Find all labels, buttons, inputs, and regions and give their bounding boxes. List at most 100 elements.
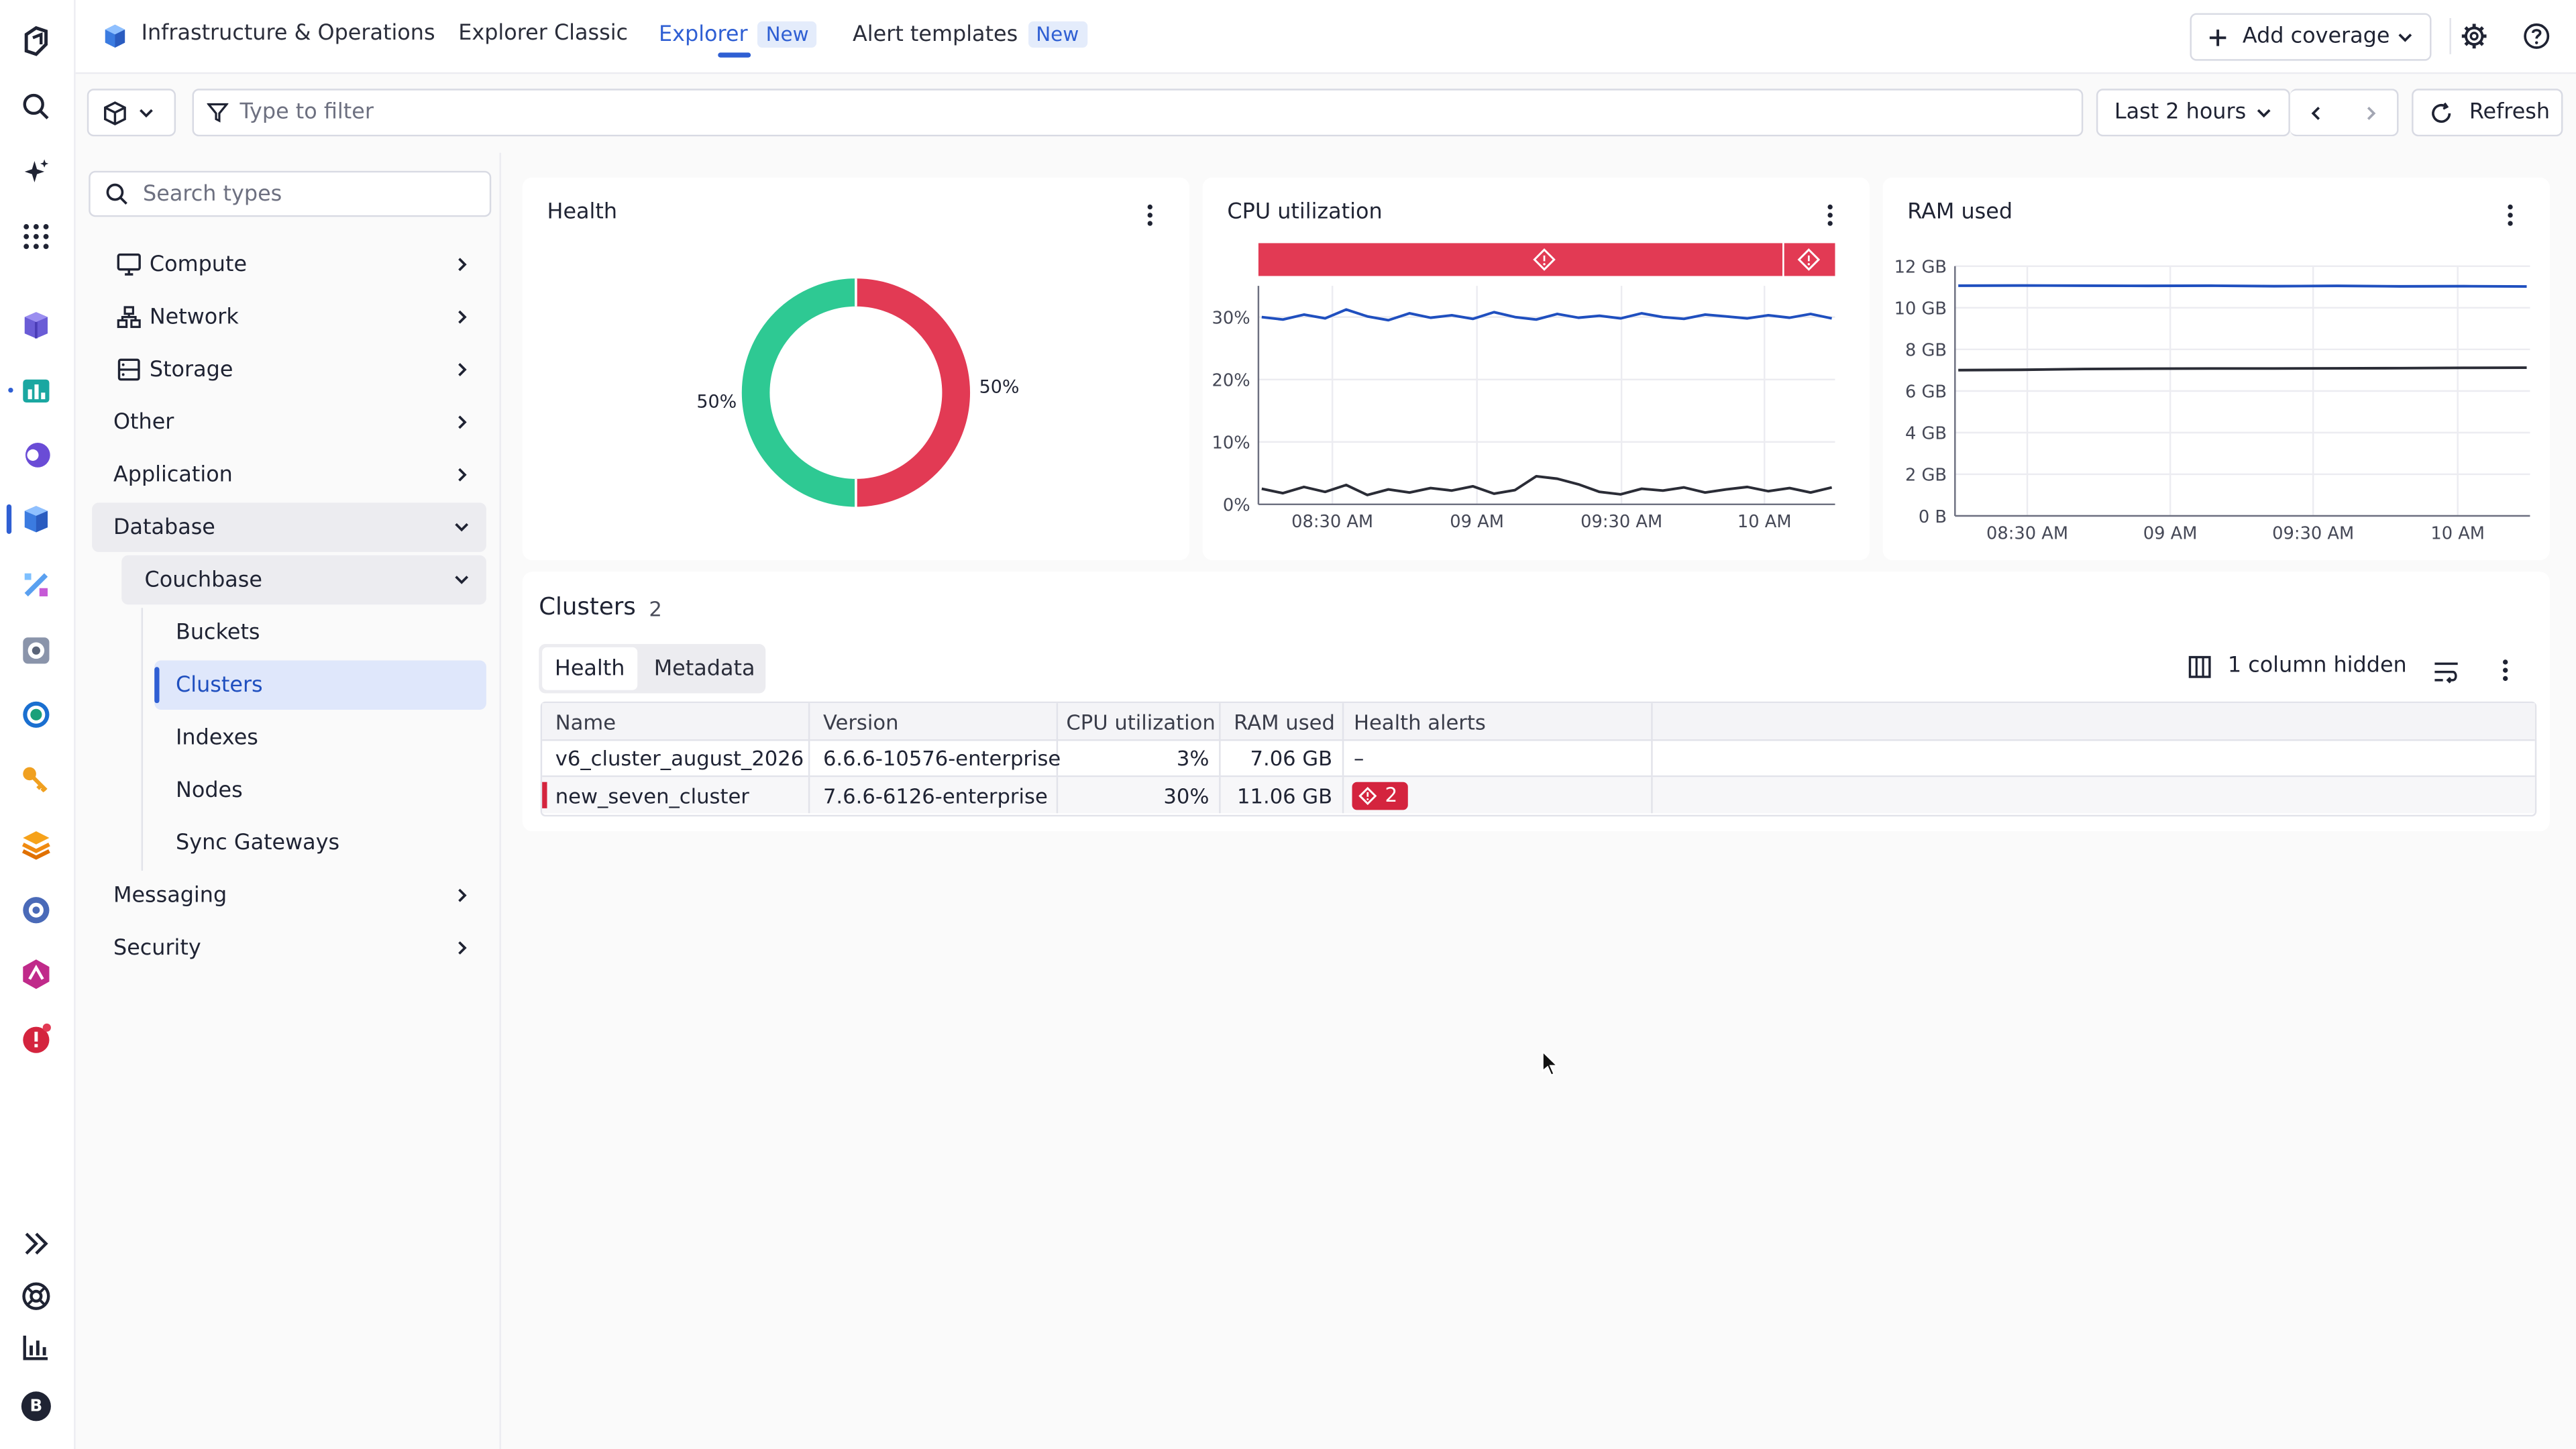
tree-item-database[interactable]: Database (92, 502, 486, 552)
tab-explorer[interactable]: Explorer New (659, 21, 817, 48)
apps-grid-icon[interactable] (16, 217, 56, 256)
search-types-placeholder: Search types (143, 181, 282, 207)
divider (2449, 17, 2451, 54)
help-icon[interactable] (16, 1277, 56, 1316)
tree-item-storage[interactable]: Storage (92, 345, 486, 394)
dynatrace-logo-icon[interactable] (16, 21, 56, 61)
settings-app-icon[interactable] (16, 890, 56, 930)
filter-placeholder: Type to filter (239, 100, 374, 125)
refresh-icon (2430, 101, 2453, 124)
chevron-right-icon[interactable] (2363, 105, 2379, 121)
security-app-icon[interactable] (16, 955, 56, 994)
observability-app-icon[interactable] (16, 435, 56, 475)
ram-x-tick-label: 08:30 AM (1986, 523, 2068, 543)
plus-icon (2208, 27, 2227, 46)
ram-y-tick-label: 12 GB (1894, 258, 1947, 278)
tree-item-application[interactable]: Application (92, 450, 486, 499)
clusters-card: Clusters 2 Health Metadata 1 column hidd… (522, 572, 2550, 832)
gear-icon[interactable] (2461, 23, 2487, 56)
tree-item-couchbase[interactable]: Couchbase (121, 555, 486, 605)
database-app-icon[interactable] (16, 695, 56, 735)
entity-type-selector[interactable] (87, 89, 176, 137)
key-app-icon[interactable] (16, 761, 56, 800)
health-donut-chart[interactable] (739, 276, 973, 509)
tree-item-label: Other (113, 410, 174, 435)
kebab-menu-icon[interactable] (1146, 204, 1153, 227)
synthetic-app-icon[interactable] (16, 631, 56, 670)
column-header-cpu[interactable]: CPU utilization (1058, 703, 1221, 740)
line-wrap-icon[interactable] (2433, 659, 2459, 690)
tree-item-sync-gateways[interactable]: Sync Gateways (154, 818, 486, 867)
table-row[interactable]: new_seven_cluster 7.6.6-6126-enterprise … (542, 777, 2535, 814)
kubernetes-app-icon[interactable] (16, 565, 56, 604)
problems-app-icon[interactable] (16, 1018, 56, 1058)
tree-item-nodes[interactable]: Nodes (154, 765, 486, 814)
tree-item-messaging[interactable]: Messaging (92, 871, 486, 920)
cell-name[interactable]: v6_cluster_august_2026 (542, 739, 810, 775)
dashboards-app-icon[interactable] (16, 371, 56, 411)
search-types-input[interactable]: Search types (89, 170, 492, 217)
chevron-left-icon[interactable] (2308, 105, 2324, 121)
stack-app-icon[interactable] (16, 824, 56, 864)
cpu-y-tick-label: 0% (1223, 496, 1250, 516)
column-settings-button[interactable]: 1 column hidden (2188, 654, 2407, 678)
column-header-health-alerts[interactable]: Health alerts (1344, 703, 1653, 740)
infra-app-icon[interactable] (16, 306, 56, 345)
tab-metadata[interactable]: Metadata (653, 656, 755, 682)
cell-cpu: 30% (1058, 777, 1221, 814)
expand-rail-icon[interactable] (16, 1224, 56, 1263)
tree-item-other[interactable]: Other (92, 398, 486, 447)
tree-item-buckets[interactable]: Buckets (154, 608, 486, 657)
tree-item-label: Application (113, 462, 233, 488)
column-header-version[interactable]: Version (810, 703, 1059, 740)
chevron-down-icon (2255, 105, 2271, 121)
kebab-menu-icon[interactable] (2502, 659, 2509, 682)
tree-item-network[interactable]: Network (92, 292, 486, 341)
alert-count: 2 (1385, 784, 1398, 807)
refresh-button[interactable]: Refresh (2412, 89, 2563, 137)
infra-ops-logo-icon (102, 23, 128, 56)
tab-alert-templates[interactable]: Alert templates New (853, 21, 1087, 48)
tree-item-compute[interactable]: Compute (92, 240, 486, 289)
cell-name[interactable]: new_seven_cluster (542, 777, 810, 814)
tab-explorer-classic[interactable]: Explorer Classic (458, 21, 629, 46)
user-avatar-icon[interactable]: B (16, 1387, 56, 1426)
tree-item-indexes[interactable]: Indexes (154, 713, 486, 762)
cell-version: 7.6.6-6126-enterprise (810, 777, 1059, 814)
tree-item-label: Indexes (176, 725, 258, 750)
search-icon[interactable] (16, 87, 56, 127)
tree-item-label: Buckets (176, 620, 260, 645)
tree-item-security[interactable]: Security (92, 923, 486, 972)
column-header-ram[interactable]: RAM used (1221, 703, 1344, 740)
cpu-series-line-0 (1261, 308, 1833, 322)
search-icon (105, 182, 128, 205)
column-header-name[interactable]: Name (542, 703, 810, 740)
kebab-menu-icon[interactable] (2507, 204, 2514, 227)
columns-icon (2188, 655, 2211, 678)
add-coverage-button[interactable]: Add coverage (2190, 13, 2432, 61)
reports-icon[interactable] (16, 1328, 56, 1367)
help-circle-icon[interactable] (2524, 23, 2550, 56)
ram-card: RAM used 08:30 AM 09 AM 09:30 AM 10 AM 0 B 2 … (1882, 177, 2550, 561)
health-card: Health 50% 50% (522, 177, 1190, 561)
sparkle-icon[interactable] (16, 153, 56, 193)
cpu-series-line-1 (1261, 475, 1833, 496)
kebab-menu-icon[interactable] (1827, 204, 1833, 227)
timeframe-selector[interactable]: Last 2 hours (2096, 89, 2290, 137)
ram-y-tick-label: 4 GB (1905, 424, 1947, 444)
app-title[interactable]: Infrastructure & Operations (141, 21, 435, 46)
cpu-x-tick-label: 10 AM (1737, 512, 1792, 532)
chevron-down-icon (2397, 30, 2413, 46)
table-row[interactable]: v6_cluster_august_2026 6.6.6-10576-enter… (542, 739, 2535, 777)
cpu-line-chart[interactable]: 08:30 AM 09 AM 09:30 AM 10 AM 0% 10% 20% 30% (1203, 237, 1870, 549)
selected-indicator (154, 667, 160, 704)
ram-line-chart[interactable]: 08:30 AM 09 AM 09:30 AM 10 AM 0 B 2 GB 4 GB 6 G… (1883, 237, 2550, 549)
infra-ops-app-icon[interactable] (16, 499, 56, 539)
chevron-down-icon (453, 517, 470, 542)
new-badge: New (757, 21, 817, 48)
cell-version: 6.6.6-10576-enterprise (810, 739, 1061, 775)
tree-item-clusters[interactable]: Clusters (154, 660, 486, 710)
tab-health[interactable]: Health (542, 647, 638, 690)
alert-badge[interactable]: 2 (1352, 781, 1407, 810)
filter-input[interactable]: Type to filter (192, 89, 2084, 137)
